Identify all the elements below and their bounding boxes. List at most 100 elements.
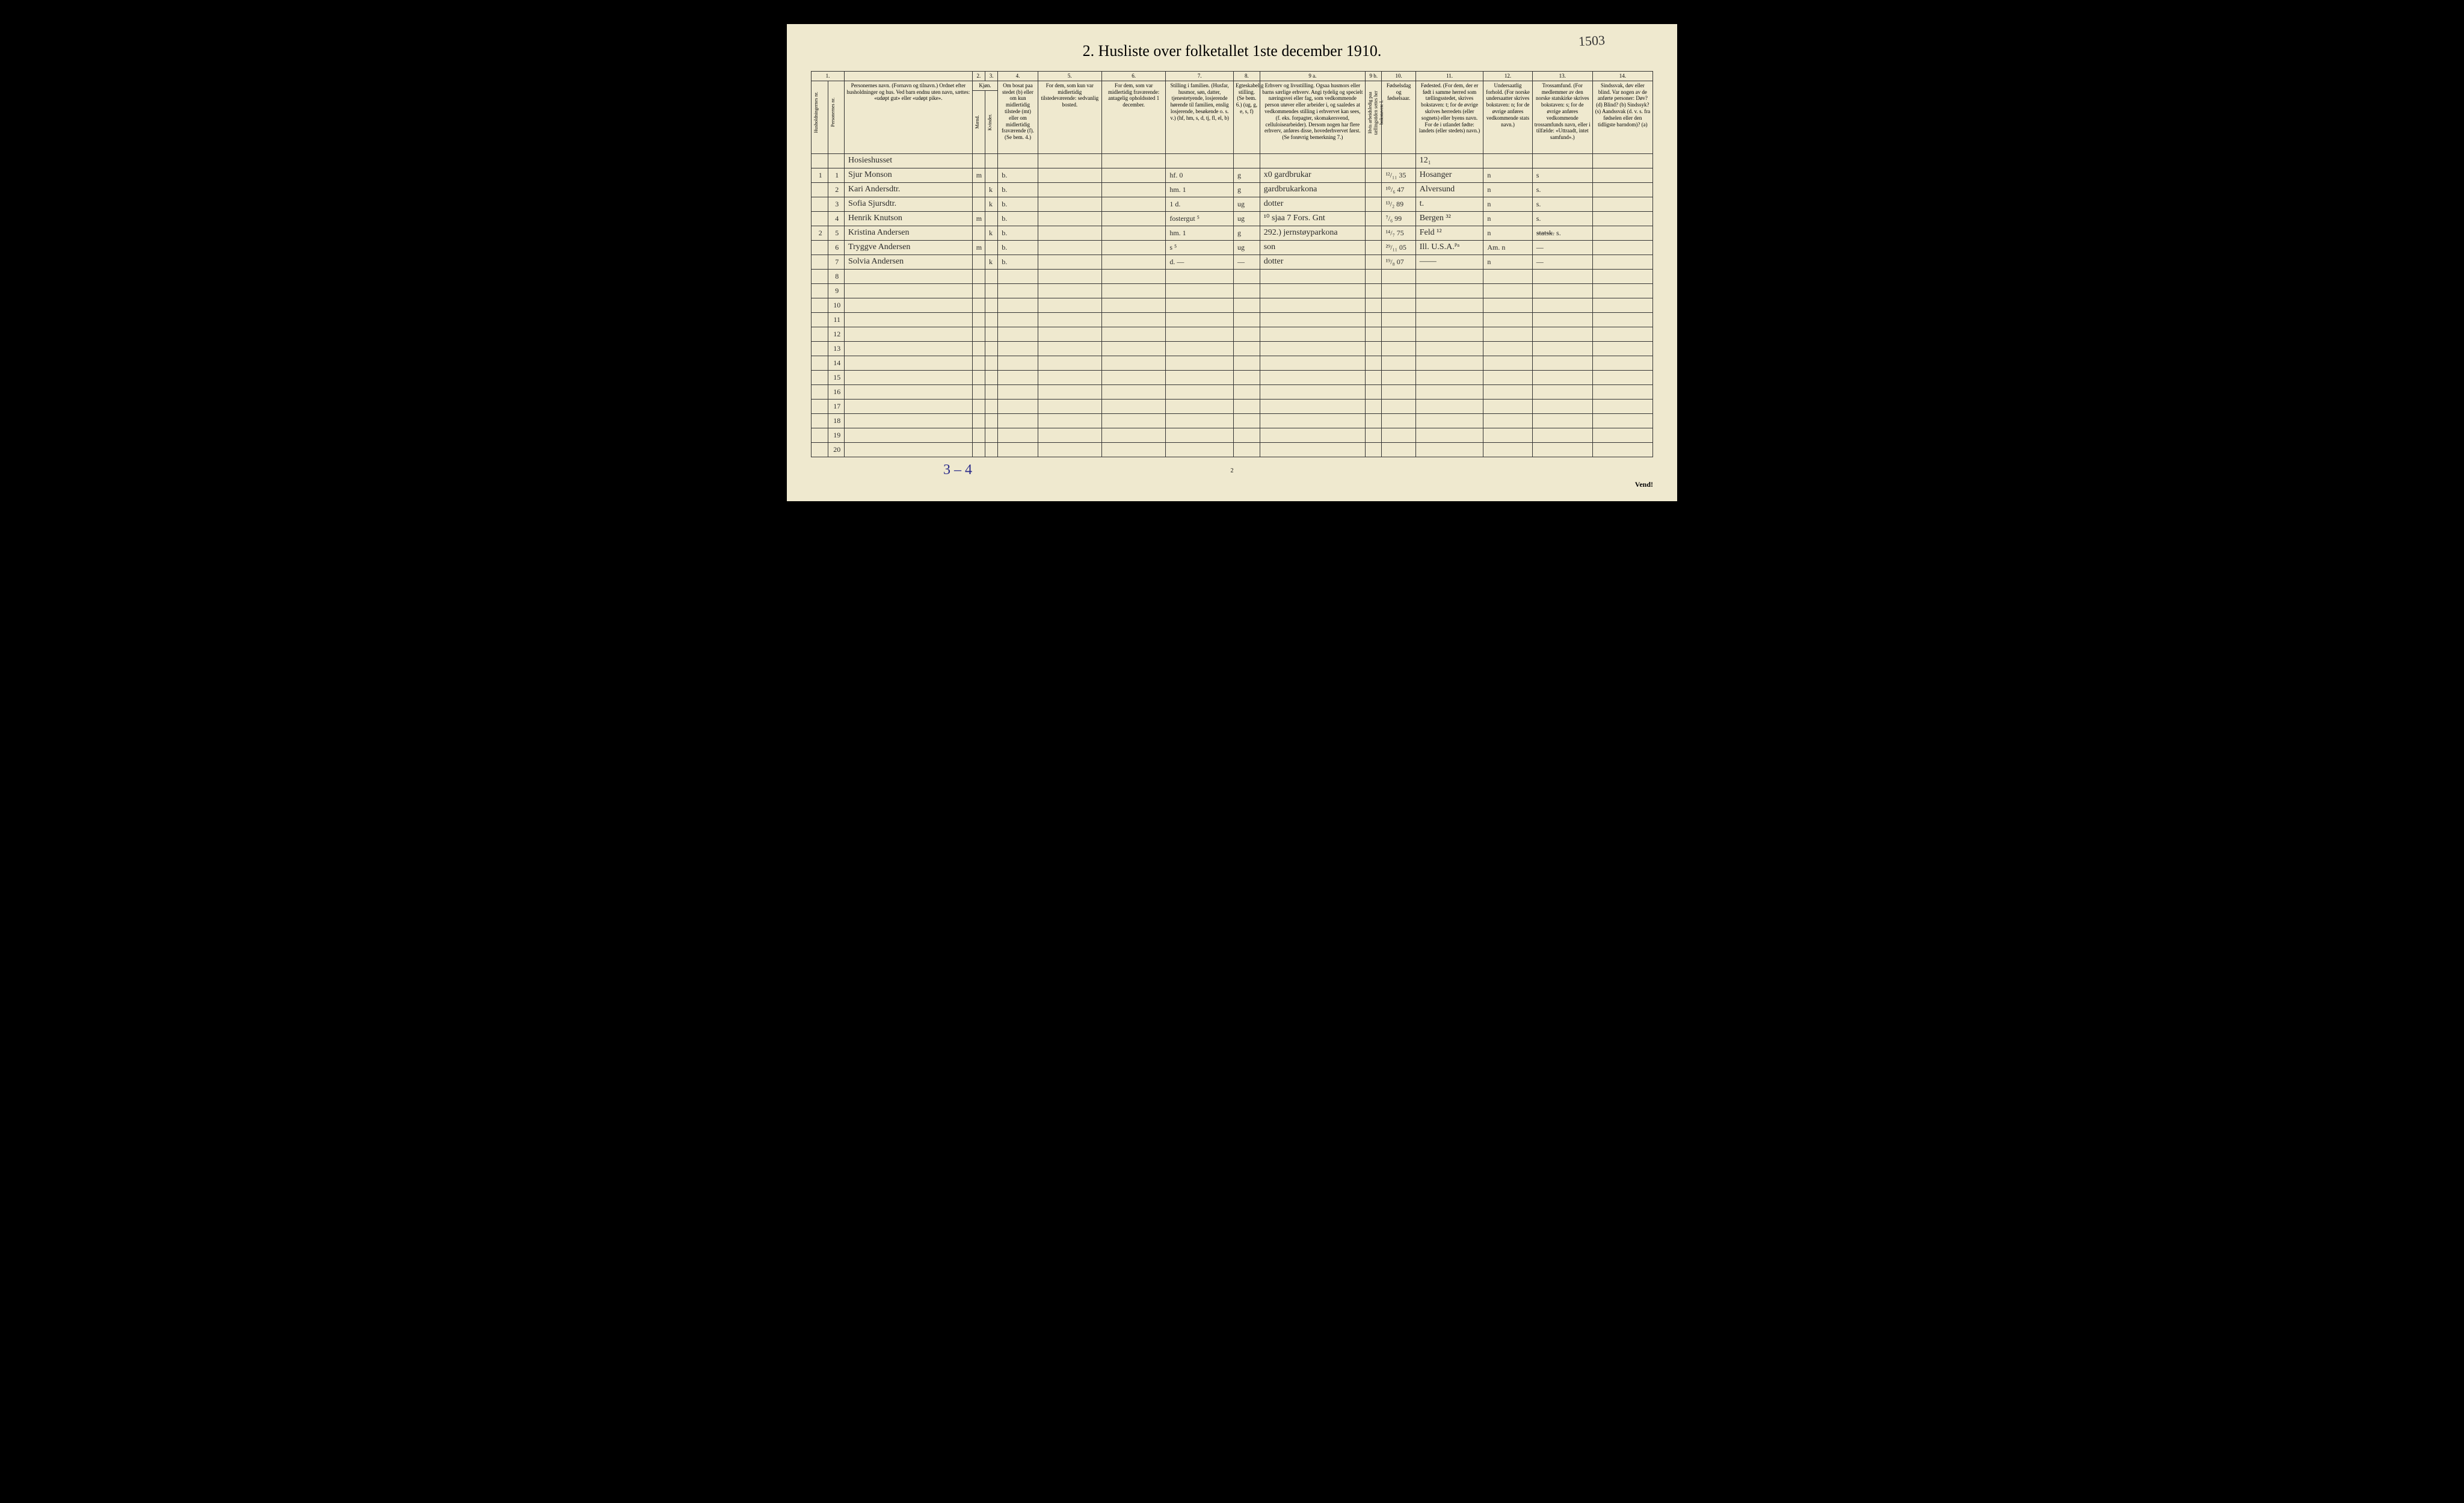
cell: Hosieshusset [845, 153, 973, 168]
cell [972, 356, 985, 370]
cell: — [1532, 240, 1592, 255]
cell [1233, 399, 1260, 413]
cell [845, 269, 973, 283]
cell [1532, 384, 1592, 399]
cell [1592, 153, 1652, 168]
cell [1483, 283, 1532, 298]
cell: n [1483, 182, 1532, 197]
cell [985, 153, 998, 168]
cell [1365, 356, 1382, 370]
cell [1233, 428, 1260, 442]
cell [812, 182, 828, 197]
cell [1038, 312, 1101, 327]
col-number: 14. [1592, 72, 1652, 81]
cell [845, 384, 973, 399]
table-row-empty: 18 [812, 413, 1653, 428]
cell [1365, 168, 1382, 182]
cell [998, 298, 1038, 312]
cell: 19 [828, 428, 845, 442]
table-row: 6Tryggve Andersenmb.s ⁵ugson²⁹/₁₁ 05Ill.… [812, 240, 1653, 255]
cell: n [1483, 255, 1532, 269]
cell: 14 [828, 356, 845, 370]
cell [1483, 370, 1532, 384]
cell [1532, 442, 1592, 457]
cell [1382, 312, 1415, 327]
hdr-undersaatlig: Undersaatlig forhold. (For norske unders… [1483, 81, 1532, 153]
cell [1592, 240, 1652, 255]
cell: — [1532, 255, 1592, 269]
vend-label: Vend! [811, 480, 1653, 489]
hdr-kjon: Kjøn. [972, 81, 998, 90]
cell: 8 [828, 269, 845, 283]
cell: k [985, 255, 998, 269]
cell: b. [998, 255, 1038, 269]
cell: k [985, 182, 998, 197]
cell [1166, 428, 1234, 442]
cell [1532, 327, 1592, 341]
cell: ug [1233, 240, 1260, 255]
annotation-top-right: 1503 [1578, 32, 1605, 49]
hdr-egteskabelig: Egteskabelig stilling. (Se bem. 6.) (ug,… [1233, 81, 1260, 153]
cell [1532, 153, 1592, 168]
cell: 18 [828, 413, 845, 428]
cell [972, 269, 985, 283]
cell [985, 211, 998, 226]
cell [1382, 283, 1415, 298]
cell [998, 384, 1038, 399]
cell [985, 269, 998, 283]
cell [845, 428, 973, 442]
cell [1532, 399, 1592, 413]
cell [1592, 356, 1652, 370]
cell: ¹⁰/₆ 47 [1382, 182, 1415, 197]
cell [1592, 384, 1652, 399]
cell [1166, 341, 1234, 356]
cell: 1 [812, 168, 828, 182]
col-number: 7. [1166, 72, 1234, 81]
cell [972, 312, 985, 327]
cell [1101, 269, 1165, 283]
cell [1260, 356, 1365, 370]
cell [1038, 168, 1101, 182]
cell [812, 370, 828, 384]
cell: n [1483, 197, 1532, 211]
cell [1382, 341, 1415, 356]
cell: s̶t̶a̶t̶s̶k̶. s. [1532, 226, 1592, 240]
cell: 17 [828, 399, 845, 413]
cell [998, 413, 1038, 428]
cell [1233, 370, 1260, 384]
cell [1415, 384, 1483, 399]
cell: ¹⁰ sjaa 7 Fors. Gnt [1260, 211, 1365, 226]
cell [1101, 327, 1165, 341]
cell [1483, 327, 1532, 341]
cell [972, 413, 985, 428]
cell [1592, 298, 1652, 312]
cell [1483, 153, 1532, 168]
cell [1365, 255, 1382, 269]
cell [812, 384, 828, 399]
cell: Solvia Andersen [845, 255, 973, 269]
cell: m [972, 211, 985, 226]
cell [1415, 269, 1483, 283]
cell [1532, 283, 1592, 298]
cell [812, 341, 828, 356]
cell [1483, 442, 1532, 457]
cell [1166, 413, 1234, 428]
cell [1365, 283, 1382, 298]
cell: Kari Andersdtr. [845, 182, 973, 197]
cell [1382, 428, 1415, 442]
cell [812, 428, 828, 442]
cell: hm. 1 [1166, 182, 1234, 197]
cell [1101, 153, 1165, 168]
cell [1101, 356, 1165, 370]
cell [845, 327, 973, 341]
table-row-empty: 12 [812, 327, 1653, 341]
header-labels-row: Husholdningernes nr. Personernes nr. Per… [812, 81, 1653, 90]
cell [1365, 269, 1382, 283]
cell [1233, 312, 1260, 327]
hdr-person-nr: Personernes nr. [828, 81, 845, 153]
cell [1038, 240, 1101, 255]
cell [1233, 283, 1260, 298]
table-row: 7Solvia Andersenkb.d. ——dotter¹⁹/₈ 07——n… [812, 255, 1653, 269]
cell [1365, 153, 1382, 168]
cell [1260, 327, 1365, 341]
